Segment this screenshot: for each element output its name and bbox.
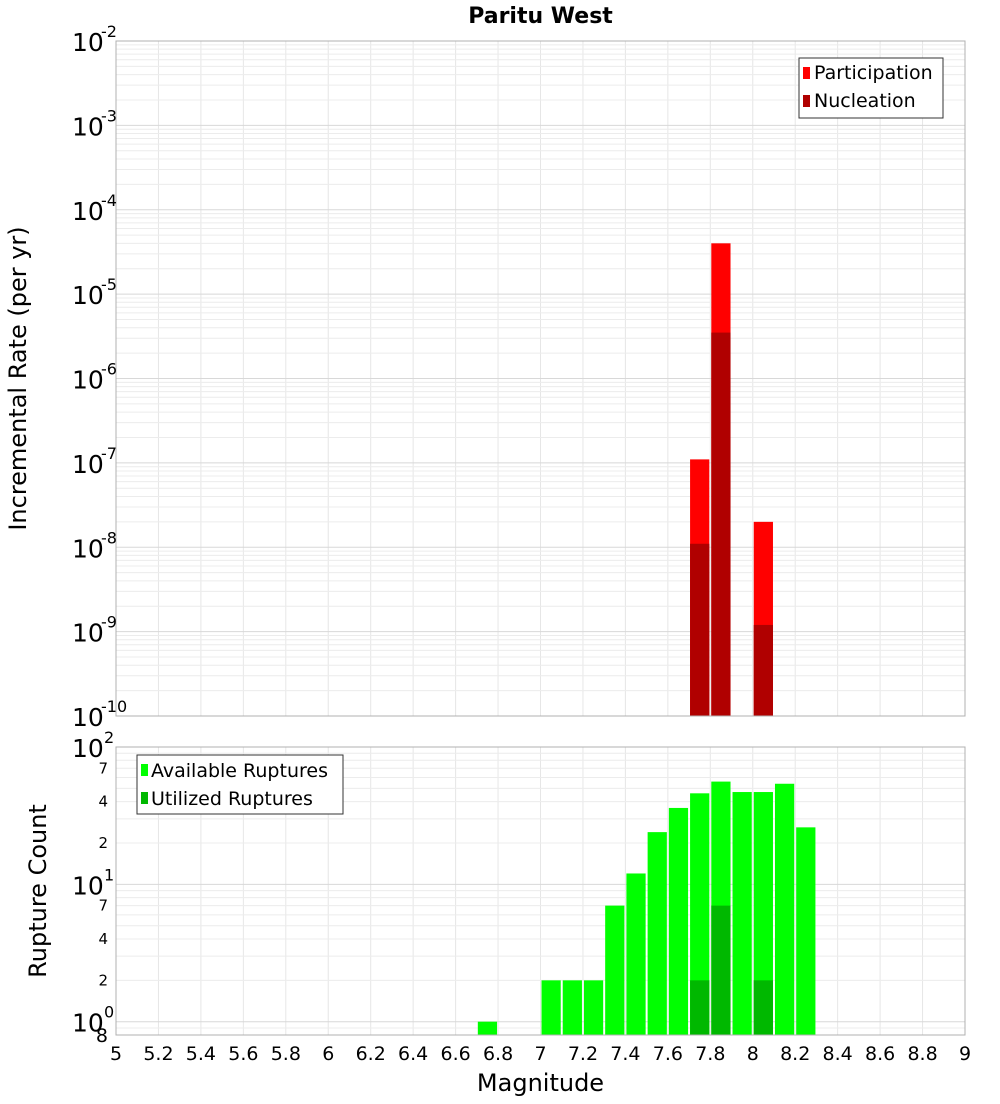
legend-swatch-available	[141, 764, 148, 776]
legend-box-top	[798, 57, 944, 119]
y-tick-exponent-label: -4	[101, 191, 117, 210]
x-tick-label: 5.8	[271, 1043, 301, 1065]
x-tick-label: 9	[959, 1043, 971, 1065]
y-tick-base-label: 10	[72, 734, 104, 763]
plot-border-top	[115, 40, 966, 717]
plot-border-bottom	[115, 746, 966, 1036]
x-tick-label: 6.4	[398, 1043, 428, 1065]
y-minor-tick-label: 7	[98, 759, 108, 777]
bar-nucleation	[690, 543, 710, 716]
y-minor-tick-label: 4	[98, 793, 108, 811]
x-tick-label: 8.6	[865, 1043, 895, 1065]
bar-nucleation	[711, 332, 731, 716]
bar-utilized-ruptures	[753, 980, 773, 1035]
bar-available-ruptures	[605, 905, 625, 1035]
y-minor-tick-label: 2	[98, 971, 108, 989]
bar-available-ruptures	[668, 807, 689, 1035]
y-axis-label-top: Incremental Rate (per yr)	[4, 226, 32, 530]
y-tick-exponent-label: 2	[104, 728, 114, 747]
bar-available-ruptures	[690, 793, 710, 1035]
y-minor-tick-label: 4	[98, 930, 108, 948]
y-tick-base-label: 10	[72, 534, 104, 563]
bar-available-ruptures	[647, 832, 667, 1035]
x-tick-label: 7.6	[653, 1043, 683, 1065]
y-tick-exponent-label: -8	[101, 528, 117, 547]
bar-available-ruptures	[541, 980, 561, 1035]
bar-available-ruptures	[626, 873, 646, 1035]
y-tick-exponent-label: -10	[101, 697, 127, 716]
y-tick-exponent-label: -6	[101, 360, 117, 379]
x-tick-label: 6.8	[483, 1043, 513, 1065]
y-tick-base-label: 10	[72, 619, 104, 648]
legend-label-utilized: Utilized Ruptures	[151, 788, 313, 810]
bar-utilized-ruptures	[690, 980, 710, 1035]
y-tick-base-label: 10	[72, 366, 104, 395]
y-tick-exponent-label: -2	[101, 22, 117, 41]
y-minor-tick-label: 2	[98, 834, 108, 852]
x-tick-label: 7.4	[610, 1043, 640, 1065]
x-tick-label: 6.2	[356, 1043, 386, 1065]
y-tick-base-label: 10	[72, 28, 104, 57]
legend-swatch-utilized	[141, 792, 148, 804]
y-minor-tick-label: 7	[98, 897, 108, 915]
y-tick-base-label: 10	[72, 281, 104, 310]
legend-label-participation: Participation	[814, 62, 933, 84]
y-tick-exponent-label: -9	[101, 613, 117, 632]
bar-available-ruptures	[477, 1021, 498, 1035]
x-tick-label: 6.6	[440, 1043, 470, 1065]
chart-title: Paritu West	[468, 4, 613, 29]
bar-available-ruptures	[753, 792, 773, 1035]
y-axis-label-bottom: Rupture Count	[24, 804, 52, 978]
x-tick-label: 8.4	[823, 1043, 853, 1065]
x-tick-label: 8	[747, 1043, 759, 1065]
x-tick-label: 8.2	[780, 1043, 810, 1065]
bar-available-ruptures	[562, 980, 582, 1035]
y-tick-base-label: 10	[72, 197, 104, 226]
legend-label-nucleation: Nucleation	[814, 90, 916, 112]
x-tick-label: 6	[322, 1043, 334, 1065]
y-tick-exponent-label: 0	[104, 1003, 114, 1022]
x-tick-label: 7.2	[568, 1043, 598, 1065]
bar-available-ruptures	[583, 980, 604, 1035]
bar-available-ruptures	[774, 783, 795, 1035]
x-tick-label: 5.6	[228, 1043, 258, 1065]
x-axis-label: Magnitude	[477, 1069, 604, 1097]
y-minor-tick-label: 8	[96, 1025, 108, 1047]
y-tick-base-label: 10	[72, 1009, 104, 1038]
y-tick-exponent-label: -7	[101, 444, 117, 463]
legend-label-available: Available Ruptures	[151, 760, 328, 782]
legend-swatch-nucleation	[803, 95, 810, 107]
y-tick-exponent-label: -3	[101, 106, 117, 125]
x-tick-label: 5	[110, 1043, 122, 1065]
y-tick-base-label: 10	[72, 450, 104, 479]
y-tick-base-label: 10	[72, 703, 104, 732]
bar-available-ruptures	[732, 792, 752, 1035]
y-tick-exponent-label: 1	[104, 865, 114, 884]
x-tick-label: 8.8	[907, 1043, 937, 1065]
y-tick-base-label: 10	[72, 112, 104, 141]
bar-utilized-ruptures	[711, 905, 731, 1035]
bar-available-ruptures	[796, 827, 816, 1035]
legend-swatch-participation	[803, 67, 810, 79]
x-tick-label: 5.2	[143, 1043, 173, 1065]
legend-box-bottom	[136, 754, 344, 815]
y-tick-exponent-label: -5	[101, 275, 117, 294]
bar-nucleation	[753, 624, 773, 716]
x-tick-label: 7.8	[695, 1043, 725, 1065]
y-tick-base-label: 10	[72, 871, 104, 900]
x-tick-label: 5.4	[186, 1043, 216, 1065]
x-tick-label: 7	[534, 1043, 546, 1065]
